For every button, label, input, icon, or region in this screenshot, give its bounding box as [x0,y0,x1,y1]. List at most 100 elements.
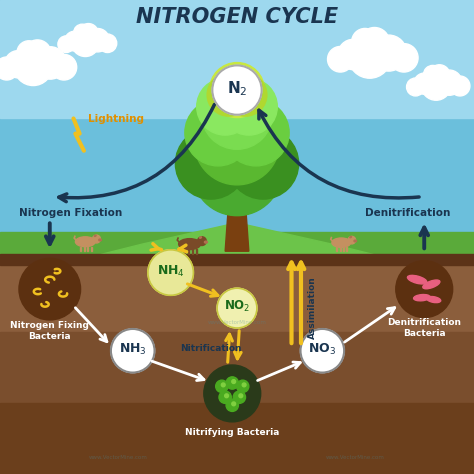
Polygon shape [80,246,81,251]
Text: Nitrogen Fixing
Bacteria: Nitrogen Fixing Bacteria [10,321,89,340]
Ellipse shape [94,235,96,237]
Text: NO$_2$: NO$_2$ [224,299,250,314]
Circle shape [17,41,41,64]
Circle shape [216,380,228,392]
Circle shape [371,35,407,71]
Circle shape [19,258,81,320]
Circle shape [64,31,84,51]
Polygon shape [0,256,474,474]
Ellipse shape [423,280,440,289]
Circle shape [0,57,18,80]
Circle shape [239,394,243,398]
Circle shape [407,78,425,96]
Circle shape [210,63,264,118]
FancyArrowPatch shape [226,334,232,362]
Text: N$_2$: N$_2$ [227,79,247,98]
Polygon shape [91,246,92,251]
FancyArrowPatch shape [259,110,419,198]
Circle shape [148,250,193,295]
Polygon shape [0,0,474,118]
Circle shape [228,128,299,199]
Polygon shape [183,249,185,254]
Circle shape [72,29,99,56]
Text: www.VectorMine.com: www.VectorMine.com [326,455,385,460]
FancyArrowPatch shape [235,331,241,359]
Circle shape [226,377,238,389]
Text: Denitrification: Denitrification [365,208,450,219]
Circle shape [223,100,289,166]
Text: www.VectorMine.com: www.VectorMine.com [208,320,266,325]
FancyArrowPatch shape [257,362,301,381]
Polygon shape [343,247,344,251]
FancyArrowPatch shape [179,245,187,252]
Polygon shape [0,332,474,474]
Circle shape [192,126,282,216]
Circle shape [51,55,77,80]
Circle shape [92,235,100,243]
Text: www.VectorMine.com: www.VectorMine.com [89,455,148,460]
FancyArrowPatch shape [345,308,395,342]
Circle shape [224,73,267,116]
Circle shape [242,383,246,387]
Circle shape [212,65,262,115]
Circle shape [237,380,249,392]
Polygon shape [0,232,474,258]
Circle shape [79,24,98,43]
Circle shape [328,46,353,72]
Circle shape [414,73,435,94]
Text: Denitrification
Bacteria: Denitrification Bacteria [387,319,461,337]
Ellipse shape [408,275,427,284]
Circle shape [175,128,246,199]
Circle shape [232,402,236,406]
Circle shape [24,40,51,67]
Polygon shape [0,403,474,474]
Circle shape [396,261,453,318]
FancyArrowPatch shape [59,104,214,201]
FancyArrowPatch shape [75,308,107,342]
Ellipse shape [414,294,430,301]
Circle shape [225,394,228,398]
Circle shape [450,76,470,96]
Polygon shape [225,185,249,251]
FancyArrowPatch shape [187,284,218,296]
Circle shape [233,391,246,403]
FancyArrowPatch shape [151,244,162,250]
Polygon shape [346,247,347,251]
Circle shape [232,380,236,383]
Circle shape [73,24,91,41]
Circle shape [185,100,251,166]
Circle shape [14,47,53,85]
FancyArrowPatch shape [152,361,204,381]
Ellipse shape [99,239,101,241]
Text: Nitrification: Nitrification [180,344,242,353]
Circle shape [197,78,254,135]
Polygon shape [87,246,88,251]
Text: Lightning: Lightning [88,114,144,124]
Ellipse shape [75,237,95,246]
Polygon shape [196,249,197,254]
Ellipse shape [179,238,201,250]
Ellipse shape [332,238,351,247]
Circle shape [429,65,450,86]
Circle shape [58,36,74,53]
Circle shape [34,47,66,79]
Text: Nitrogen Fixation: Nitrogen Fixation [19,208,123,219]
Circle shape [423,65,442,84]
Circle shape [352,28,378,55]
Circle shape [201,78,273,149]
Text: NITROGEN CYCLE: NITROGEN CYCLE [136,7,338,27]
Circle shape [301,329,344,373]
Circle shape [421,71,451,100]
Text: NH$_4$: NH$_4$ [157,264,184,279]
Circle shape [221,383,225,387]
Circle shape [198,237,206,246]
Circle shape [98,34,117,53]
Circle shape [194,100,280,185]
Polygon shape [0,254,474,265]
Circle shape [217,288,257,328]
Circle shape [348,237,356,244]
Text: Assimilation: Assimilation [309,277,317,339]
Circle shape [338,39,368,70]
Polygon shape [336,247,337,251]
Circle shape [390,44,418,72]
